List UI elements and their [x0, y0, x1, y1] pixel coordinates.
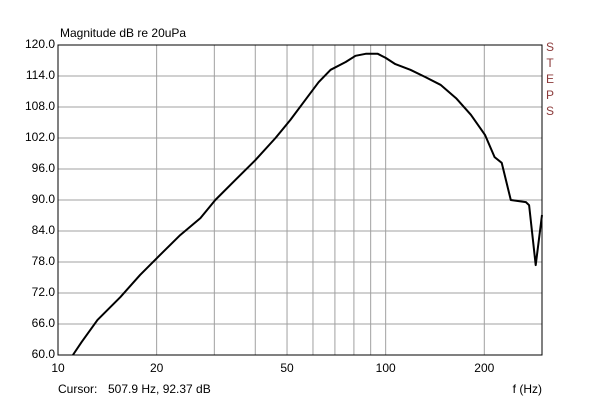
y-tick-label: 72.0 [32, 285, 56, 299]
plot-frame [57, 44, 543, 356]
y-tick-label: 96.0 [32, 161, 56, 175]
y-tick-label: 78.0 [32, 254, 56, 268]
y-tick-label: 66.0 [32, 316, 56, 330]
y-tick-label: 120.0 [25, 37, 55, 51]
side-label: STEPS [543, 40, 557, 120]
x-axis-label: f (Hz) [513, 382, 542, 396]
response-line [72, 52, 543, 356]
y-tick-label: 102.0 [25, 130, 55, 144]
x-tick-label: 20 [150, 361, 164, 375]
chart-title: Magnitude dB re 20uPa [60, 26, 186, 40]
y-tick-label: 90.0 [32, 192, 56, 206]
y-tick-label: 108.0 [25, 99, 55, 113]
x-tick-label: 10 [51, 361, 65, 375]
y-tick-label: 114.0 [26, 68, 55, 82]
cursor-value: 507.9 Hz, 92.37 dB [108, 382, 211, 396]
y-tick-label: 84.0 [32, 223, 56, 237]
x-tick-label: 200 [474, 361, 494, 375]
x-tick-label: 100 [376, 361, 396, 375]
y-tick-label: 60.0 [32, 347, 56, 361]
cursor-label: Cursor: [58, 382, 97, 396]
x-tick-label: 50 [280, 361, 294, 375]
